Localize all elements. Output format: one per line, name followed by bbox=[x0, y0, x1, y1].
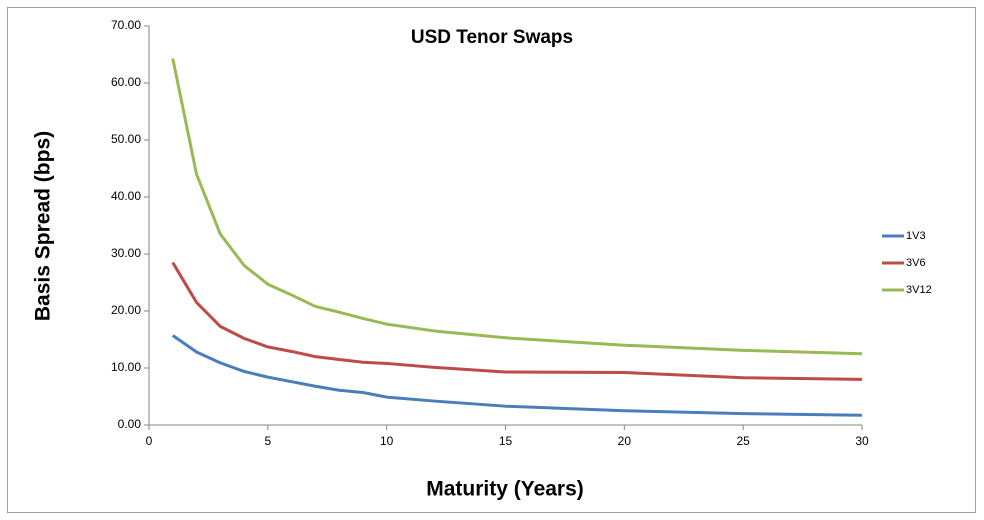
legend-label: 1V3 bbox=[906, 230, 926, 242]
y-axis-label: Basis Spread (bps) bbox=[32, 131, 55, 321]
y-tick-label: 20.00 bbox=[111, 303, 141, 317]
chart-border bbox=[7, 7, 976, 513]
y-tick-label: 0.00 bbox=[118, 417, 142, 431]
x-tick-label: 30 bbox=[855, 434, 869, 448]
x-tick-label: 20 bbox=[618, 434, 632, 448]
x-tick-label: 15 bbox=[499, 434, 513, 448]
legend-label: 3V12 bbox=[906, 284, 932, 296]
y-tick-label: 70.00 bbox=[111, 18, 141, 32]
x-tick-label: 10 bbox=[380, 434, 394, 448]
y-tick-label: 40.00 bbox=[111, 189, 141, 203]
series-line bbox=[171, 334, 863, 417]
x-tick-label: 25 bbox=[736, 434, 750, 448]
y-tick-label: 60.00 bbox=[111, 75, 141, 89]
x-tick-label: 5 bbox=[264, 434, 271, 448]
y-tick-label: 50.00 bbox=[111, 132, 141, 146]
series-line bbox=[171, 261, 863, 381]
chart-title: USD Tenor Swaps bbox=[411, 27, 573, 48]
y-tick-label: 30.00 bbox=[111, 246, 141, 260]
legend-label: 3V6 bbox=[906, 257, 926, 269]
series-line bbox=[171, 58, 863, 356]
y-tick-label: 10.00 bbox=[111, 360, 141, 374]
x-tick-label: 0 bbox=[146, 434, 153, 448]
x-axis-label: Maturity (Years) bbox=[426, 478, 584, 501]
